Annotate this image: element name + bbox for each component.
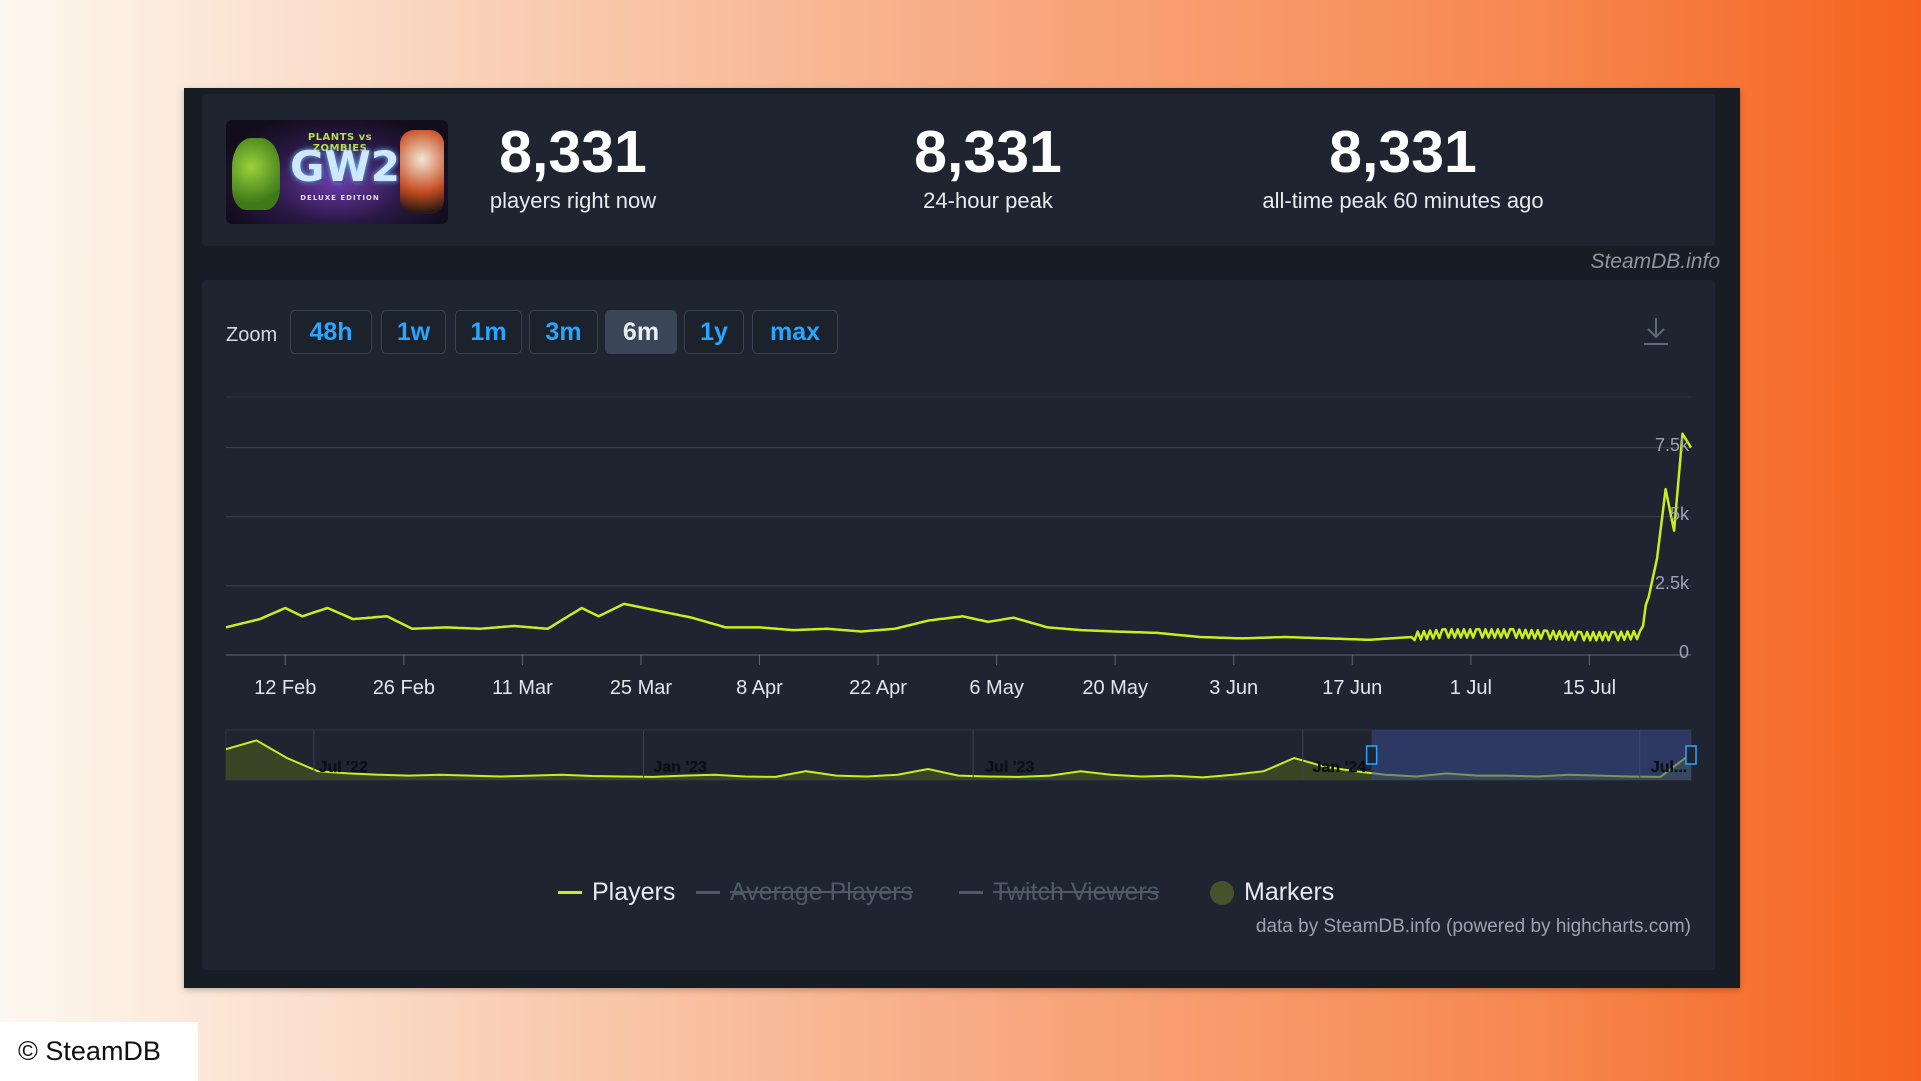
stat-players-now: 8,331 players right now <box>393 118 753 214</box>
navigator-label: Jan '23 <box>653 759 707 776</box>
player-chart[interactable]: Jul '22 Jan '23 Jul '23 Jan '24 Jul... <box>202 280 1715 880</box>
legend-average-label: Average Players <box>730 878 913 906</box>
steamdb-widget: PLANTS vs ZOMBIES GW2 DELUXE EDITION 8,3… <box>184 88 1740 988</box>
zoom-6m-button[interactable]: 6m <box>605 310 677 354</box>
stats-header: PLANTS vs ZOMBIES GW2 DELUXE EDITION 8,3… <box>202 94 1715 246</box>
x-tick-label: 17 Jun <box>1322 677 1383 699</box>
zoom-1m-button[interactable]: 1m <box>455 310 522 354</box>
average-swatch <box>696 891 720 894</box>
navigator-selection <box>1371 730 1691 780</box>
x-tick-label: 3 Jun <box>1209 677 1259 699</box>
copyright-badge: © SteamDB <box>0 1022 198 1081</box>
chart-panel: Zoom 48h 1w 1m 3m 6m 1y max Jul '22 Jan '… <box>202 280 1715 970</box>
navigator-label: Jan '24 <box>1313 759 1367 776</box>
x-tick-label: 6 May <box>969 677 1024 699</box>
legend-players[interactable]: Players <box>558 878 675 907</box>
legend-markers-label: Markers <box>1244 878 1335 906</box>
plant-character-image <box>232 138 280 210</box>
legend-markers[interactable]: Markers <box>1210 878 1334 907</box>
x-tick-label: 20 May <box>1082 677 1148 699</box>
zoom-label: Zoom <box>226 324 278 346</box>
y-tick-label: 5k <box>1669 503 1689 524</box>
stat-value: 8,331 <box>1329 119 1477 185</box>
zoom-1y-button[interactable]: 1y <box>684 310 744 354</box>
x-tick-label: 8 Apr <box>736 677 783 699</box>
x-tick-label: 15 Jul <box>1562 677 1617 699</box>
x-tick-label: 22 Apr <box>849 677 907 699</box>
x-tick-label: 1 Jul <box>1449 677 1492 699</box>
legend-twitch-label: Twitch Viewers <box>993 878 1160 906</box>
logo-line1: PLANTS vs ZOMBIES <box>307 132 373 154</box>
y-tick-label: 7.5k <box>1654 434 1689 455</box>
navigator-label: Jul... <box>1651 759 1687 776</box>
stat-label: all-time peak 60 minutes ago <box>1262 188 1544 213</box>
navigator-right-handle <box>1685 745 1697 765</box>
navigator-label: Jul '22 <box>319 759 368 776</box>
y-tick-label: 2.5k <box>1654 572 1689 593</box>
legend-players-label: Players <box>592 878 676 906</box>
brand-watermark[interactable]: SteamDB.info <box>1590 250 1720 273</box>
download-icon[interactable] <box>1641 314 1671 348</box>
zoom-max-button[interactable]: max <box>752 310 838 354</box>
zoom-1w-button[interactable]: 1w <box>381 310 446 354</box>
zombie-character-image <box>400 130 444 214</box>
stat-all-time-peak: 8,331 all-time peak 60 minutes ago <box>1223 118 1583 214</box>
game-thumbnail[interactable]: PLANTS vs ZOMBIES GW2 DELUXE EDITION <box>226 120 448 224</box>
x-tick-label: 12 Feb <box>254 677 317 699</box>
x-tick-label: 25 Mar <box>609 677 673 699</box>
zoom-3m-button[interactable]: 3m <box>529 310 598 354</box>
stat-value: 8,331 <box>499 119 647 185</box>
markers-dot-icon <box>1210 880 1234 905</box>
stat-label: 24-hour peak <box>923 188 1053 213</box>
chart-credit[interactable]: data by SteamDB.info (powered by highcha… <box>1255 916 1691 937</box>
logo-line3: DELUXE EDITION <box>300 194 380 202</box>
players-swatch <box>558 891 582 894</box>
navigator-area <box>226 740 1691 780</box>
stat-24h-peak: 8,331 24-hour peak <box>808 118 1168 214</box>
y-tick-label: 0 <box>1678 642 1689 662</box>
x-tick-label: 11 Mar <box>491 677 553 699</box>
navigator-left-handle <box>1365 745 1378 765</box>
twitch-swatch <box>959 891 983 894</box>
legend-average-players[interactable]: Average Players <box>696 878 913 907</box>
zoom-48h-button[interactable]: 48h <box>290 310 372 354</box>
stat-label: players right now <box>489 188 657 213</box>
x-tick-label: 26 Feb <box>372 677 435 699</box>
logo-line2: GW2 <box>290 142 401 191</box>
legend-twitch-viewers[interactable]: Twitch Viewers <box>959 878 1159 907</box>
players-series-line <box>225 432 1693 642</box>
navigator-label: Jul '23 <box>985 759 1034 776</box>
stat-value: 8,331 <box>914 119 1062 185</box>
